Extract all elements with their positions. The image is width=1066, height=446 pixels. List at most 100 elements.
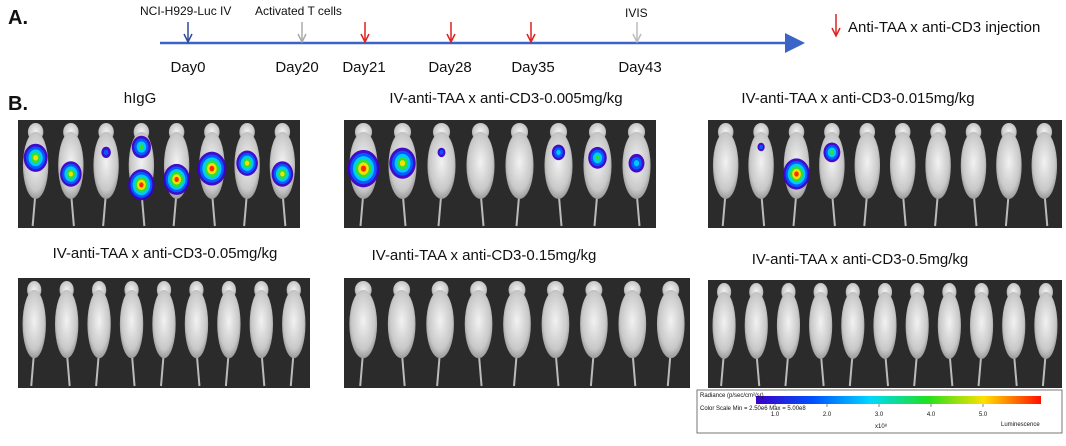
group-title: IV-anti-TAA x anti-CD3-0.005mg/kg <box>389 90 622 107</box>
mouse-body <box>22 290 46 359</box>
mouse-body <box>656 290 685 359</box>
colorbar-unit: Radiance (p/sec/cm²/sr) <box>700 393 764 399</box>
image-panel <box>18 278 310 388</box>
signal <box>209 165 215 172</box>
mouse-body <box>996 132 1022 199</box>
colorbar-frame <box>696 389 1063 434</box>
event-label: IVIS <box>625 6 648 20</box>
signal <box>33 154 39 161</box>
signal <box>794 171 799 177</box>
image-panel <box>708 120 1062 228</box>
event-label: Activated T cells <box>255 4 342 18</box>
panel-label: B. <box>8 93 28 115</box>
mouse-body <box>249 290 274 359</box>
mouse-body <box>937 292 961 359</box>
colorbar-tick-label: 3.0 <box>875 412 884 418</box>
mouse-body <box>712 292 736 359</box>
signal <box>759 144 763 150</box>
colorbar-tick-label: 5.0 <box>979 412 988 418</box>
signal <box>244 160 250 166</box>
arrow-head <box>632 33 642 44</box>
colorbar-exponent: x10⁸ <box>875 423 888 430</box>
mouse-body <box>748 132 774 199</box>
image-panel <box>344 278 690 388</box>
mouse-body <box>809 292 833 359</box>
mouse-body <box>349 290 378 359</box>
colorbar-scale: Color Scale Min = 2.50e6 Max = 5.00e8 <box>700 406 806 412</box>
mouse-body <box>889 132 916 199</box>
group-title: IV-anti-TAA x anti-CD3-0.015mg/kg <box>741 90 974 107</box>
mouse-body <box>544 132 573 199</box>
arrow-head <box>360 33 370 44</box>
mouse-body <box>426 290 454 359</box>
mouse-body <box>54 290 79 359</box>
colorbar-tick-label: 2.0 <box>823 412 832 418</box>
signal <box>280 171 285 177</box>
arrow-head <box>183 33 193 44</box>
mouse-body <box>152 290 176 359</box>
mouse-body <box>184 290 209 359</box>
mouse-body <box>854 132 881 199</box>
signal <box>360 165 367 172</box>
signal <box>633 160 640 167</box>
panel-label: A. <box>8 7 28 29</box>
legend-label: Anti-TAA x anti-CD3 injection <box>848 19 1040 36</box>
day-label: Day21 <box>342 59 385 76</box>
mouse-body <box>466 132 495 199</box>
mouse-body <box>712 132 739 199</box>
mouse-body <box>873 292 897 359</box>
day-label: Day43 <box>618 59 661 76</box>
day-label: Day20 <box>275 59 318 76</box>
day-label: Day0 <box>170 59 205 76</box>
mouse-body <box>1002 292 1026 359</box>
image-panel <box>708 280 1062 388</box>
mouse-body <box>819 132 845 199</box>
signal <box>139 182 144 188</box>
signal <box>556 149 561 155</box>
signal <box>103 149 109 156</box>
event-label: NCI-H929-Luc IV <box>140 4 231 18</box>
arrow-head <box>526 33 536 44</box>
mouse-body <box>744 292 768 359</box>
mouse-body <box>93 132 119 199</box>
signal <box>829 149 835 155</box>
mouse-body <box>87 290 111 359</box>
signal <box>439 150 444 155</box>
signal <box>138 144 144 150</box>
mouse-body <box>427 132 456 199</box>
day-label: Day28 <box>428 59 471 76</box>
legend-arrow-head <box>831 27 841 38</box>
image-panel <box>344 120 656 228</box>
mouse-body <box>541 290 570 359</box>
colorbar-tick-label: 1.0 <box>771 412 780 418</box>
mouse-body <box>217 290 241 359</box>
colorbar-tick-label: 4.0 <box>927 412 936 418</box>
mouse-body <box>505 132 534 199</box>
signal <box>68 171 74 177</box>
mouse-body <box>580 290 608 359</box>
group-title: IV-anti-TAA x anti-CD3-0.15mg/kg <box>372 247 597 264</box>
mouse-body <box>1034 292 1058 359</box>
mouse-body <box>387 290 416 359</box>
mouse-body <box>1031 132 1058 199</box>
mouse-body <box>119 290 144 359</box>
day-label: Day35 <box>511 59 554 76</box>
arrow-head <box>446 33 456 44</box>
image-panel <box>18 120 300 228</box>
colorbar <box>756 396 1041 404</box>
mouse-body <box>776 292 801 359</box>
mouse-body <box>618 290 647 359</box>
group-title: IV-anti-TAA x anti-CD3-0.05mg/kg <box>53 245 278 262</box>
group-title: hIgG <box>124 90 157 107</box>
mouse-body <box>925 132 951 199</box>
mouse-body <box>905 292 929 359</box>
mouse-body <box>969 292 994 359</box>
signal <box>595 155 600 161</box>
mouse-body <box>464 290 493 359</box>
mouse-body <box>503 290 531 359</box>
mouse-body <box>960 132 987 199</box>
mouse-body <box>841 292 865 359</box>
colorbar-mode: Luminescence <box>1001 422 1040 428</box>
group-title: IV-anti-TAA x anti-CD3-0.5mg/kg <box>752 251 968 268</box>
